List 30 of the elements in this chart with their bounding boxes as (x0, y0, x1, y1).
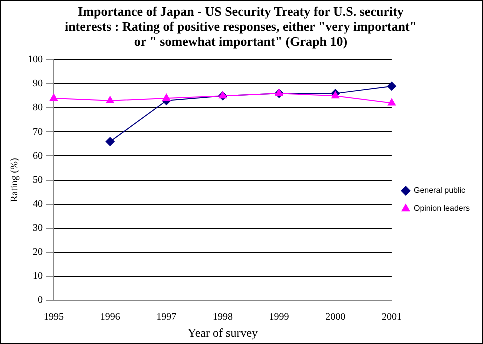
x-tick-label: 1999 (269, 312, 290, 324)
point (106, 96, 114, 104)
y-tick-label: 60 (33, 150, 43, 162)
point (50, 94, 58, 101)
chart-title: Importance of Japan - US Security Treaty for U.S. security interests : Rating of positive responses, either "very important" or " somewhat important" (Graph 10) (64, 4, 418, 49)
y-tick-label: 0 (38, 295, 43, 306)
x-tick-label: 1996 (100, 312, 120, 324)
y-tick-label: 80 (33, 102, 43, 114)
y-axis-title: Rating (%) (10, 158, 21, 202)
x-tick-label: 2000 (326, 312, 346, 324)
legend-label: Opinion leaders (414, 204, 470, 214)
y-tick-label: 50 (33, 174, 43, 186)
point (162, 94, 171, 101)
x-tick-label: 1995 (44, 312, 64, 324)
y-tick-label: 70 (33, 126, 43, 138)
y-tick-label: 40 (33, 198, 43, 210)
x-axis-title: Year of survey (188, 326, 258, 340)
x-tick-label: 1997 (156, 312, 177, 324)
point (388, 98, 396, 106)
y-tick-label: 30 (33, 223, 43, 234)
y-tick-label: 90 (33, 78, 43, 90)
y-tick-label: 100 (28, 54, 43, 66)
legend-label: General public (414, 186, 466, 196)
x-tick-label: 2001 (382, 312, 402, 324)
x-tick-label: 1998 (212, 312, 233, 324)
y-tick-label: 20 (33, 247, 43, 258)
point (332, 92, 340, 99)
point (387, 82, 396, 91)
y-tick-label: 10 (33, 271, 43, 282)
point (106, 137, 115, 146)
